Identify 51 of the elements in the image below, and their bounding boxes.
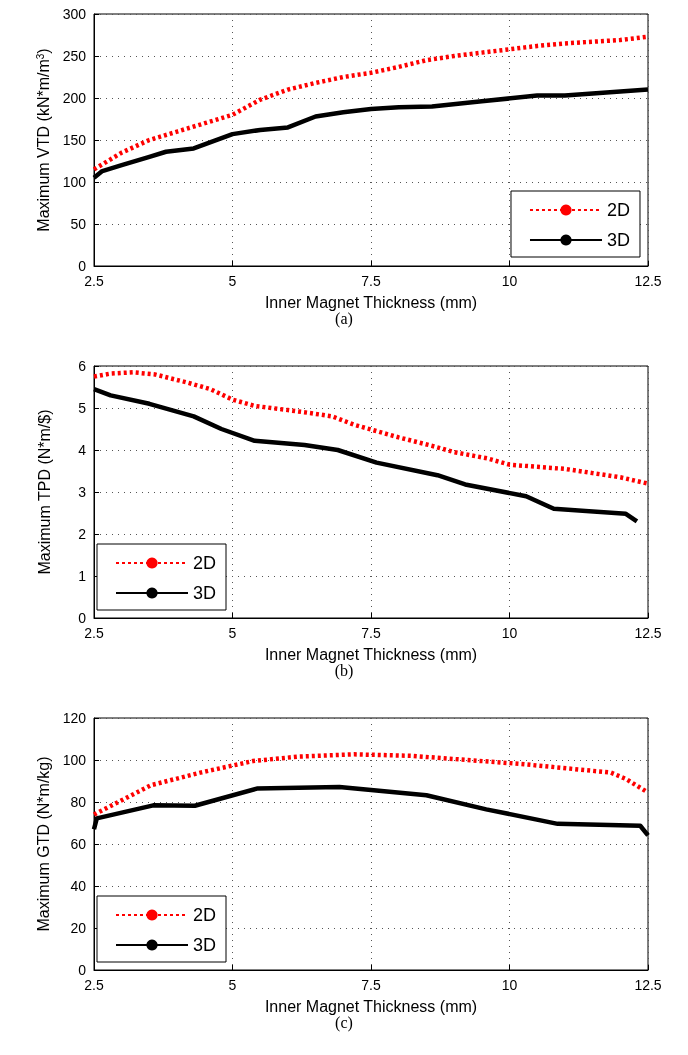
x-tick-label: 7.5 [361, 977, 381, 993]
y-tick-label: 200 [62, 90, 87, 106]
text: (c) [335, 1013, 353, 1032]
legend-label: 3D [193, 583, 217, 603]
y-axis-title: Maximum GTD (N*m/kg) [35, 756, 53, 932]
x-tick-label: 7.5 [361, 273, 381, 289]
x-tick-label: 2.5 [84, 273, 104, 289]
legend-label: 3D [193, 935, 217, 955]
y-tick-label: 0 [78, 258, 87, 274]
x-tick-label: 5 [228, 625, 237, 641]
x-tick-label: 10 [501, 625, 518, 641]
y-tick-label: 60 [70, 836, 87, 852]
y-tick-label: 250 [62, 48, 87, 64]
y-tick-label: 0 [78, 610, 87, 626]
x-tick-label: 12.5 [634, 625, 662, 641]
y-tick-label: 4 [78, 442, 87, 458]
y-tick-label: 100 [62, 174, 87, 190]
y-tick-label: 40 [70, 878, 87, 894]
y-tick-label: 5 [78, 400, 87, 416]
y-tick-label: 20 [70, 920, 87, 936]
y-tick-label: 150 [62, 132, 87, 148]
y-tick-label: 1 [78, 568, 87, 584]
x-tick-label: 10 [501, 273, 518, 289]
y-tick-label: 80 [70, 794, 87, 810]
legend-label: 2D [193, 905, 217, 925]
y-tick-label: 2 [78, 526, 87, 542]
x-tick-label: 5 [228, 273, 237, 289]
y-tick-label: 6 [78, 358, 87, 374]
x-tick-label: 12.5 [634, 977, 662, 993]
line-series [91, 752, 649, 817]
x-axis-title: Inner Magnet Thickness (mm) [264, 293, 478, 311]
text: (a) [335, 309, 353, 328]
x-tick-label: 10 [501, 977, 518, 993]
x-tick-label: 12.5 [634, 273, 662, 289]
y-tick-label: 0 [78, 962, 87, 978]
x-axis-title: Inner Magnet Thickness (mm) [264, 645, 478, 663]
y-axis-title: Maximum TPD (N*m/$) [35, 409, 53, 575]
y-tick-label: 100 [62, 752, 87, 768]
y-tick-label: 300 [62, 6, 87, 22]
x-tick-label: 2.5 [84, 977, 104, 993]
y-tick-label: 120 [62, 710, 87, 726]
legend-label: 2D [606, 200, 631, 220]
legend-label: 3D [606, 230, 631, 250]
y-tick-label: 3 [78, 484, 87, 500]
x-axis-title: Inner Magnet Thickness (mm) [264, 997, 478, 1015]
x-tick-label: 7.5 [361, 625, 381, 641]
y-tick-label: 50 [70, 216, 87, 232]
legend-label: 2D [193, 553, 217, 573]
x-tick-label: 5 [228, 977, 237, 993]
x-tick-label: 2.5 [84, 625, 104, 641]
y-axis-title: Maximum VTD (kN*m/m3) [35, 48, 53, 232]
